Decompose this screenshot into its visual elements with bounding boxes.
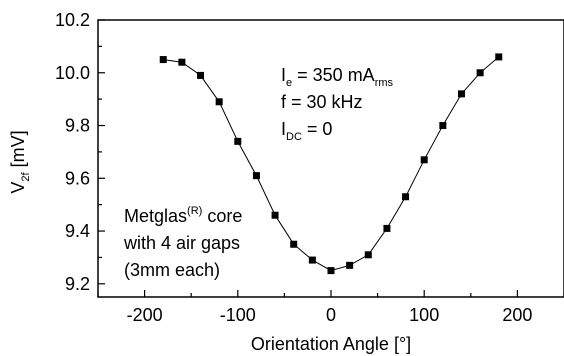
y-tick-label: 9.6 (65, 168, 90, 188)
data-point-marker (197, 71, 205, 79)
y-tick-label: 9.4 (65, 221, 90, 241)
y-axis-tick-labels: 9.2 9.4 9.6 9.8 10.0 10.2 (55, 10, 90, 294)
frequency-annotation: f = 30 kHz (281, 92, 363, 112)
x-axis-tick-labels: -200 -100 0 100 200 (127, 305, 533, 325)
core-material-annotation: Metglas(R) core (124, 205, 242, 226)
y-tick-label: 10.2 (55, 10, 90, 30)
y-tick-label: 10.0 (55, 63, 90, 83)
data-point-marker (290, 240, 298, 248)
data-point-marker (457, 90, 465, 98)
data-point-marker (178, 58, 186, 66)
x-tick-label: -200 (127, 305, 163, 325)
data-point-marker (346, 261, 354, 269)
current-annotation: Ie = 350 mArms (281, 65, 394, 89)
data-point-marker (476, 69, 484, 77)
data-point-marker (439, 122, 447, 130)
data-point-marker (420, 156, 428, 164)
data-point-marker (402, 193, 410, 201)
y-tick-label: 9.2 (65, 274, 90, 294)
x-tick-label: 200 (502, 305, 532, 325)
x-axis-title: Orientation Angle [°] (251, 334, 411, 354)
data-point-marker (234, 137, 242, 145)
parameters-annotation: Ie = 350 mArms f = 30 kHz IDC = 0 (281, 65, 394, 143)
core-annotation: Metglas(R) core with 4 air gaps (3mm eac… (123, 205, 242, 280)
data-point-marker (327, 267, 335, 275)
data-point-marker (252, 172, 260, 180)
data-markers (159, 53, 503, 275)
y-tick-label: 9.8 (65, 116, 90, 136)
x-tick-label: 100 (409, 305, 439, 325)
data-point-marker (271, 211, 279, 219)
gap-size-annotation: (3mm each) (124, 260, 220, 280)
x-axis-ticks (97, 290, 564, 297)
data-point-marker (159, 56, 167, 64)
y-axis-ticks (98, 19, 105, 285)
data-point-marker (383, 224, 391, 232)
data-point-marker (495, 53, 503, 61)
y-axis-title: V2f [mV] (8, 130, 32, 193)
dc-current-annotation: IDC = 0 (281, 119, 332, 143)
data-point-marker (308, 256, 316, 264)
data-point-marker (215, 98, 223, 106)
data-point-marker (364, 251, 372, 259)
air-gap-annotation: with 4 air gaps (123, 233, 240, 253)
x-tick-label: -100 (220, 305, 256, 325)
x-tick-label: 0 (326, 305, 336, 325)
